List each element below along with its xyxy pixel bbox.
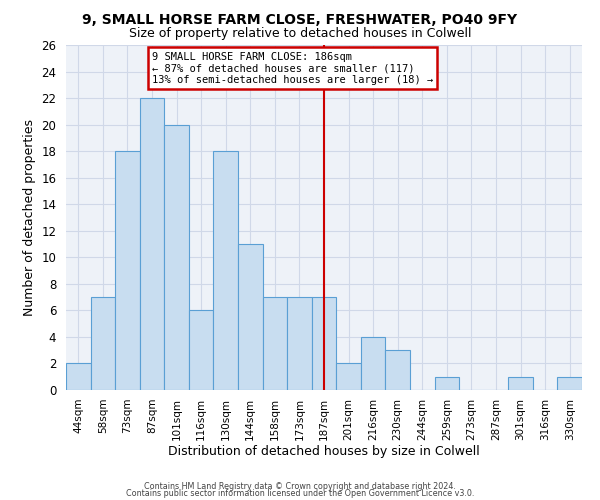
Text: Size of property relative to detached houses in Colwell: Size of property relative to detached ho… bbox=[129, 28, 471, 40]
Bar bbox=[336, 364, 361, 390]
Bar bbox=[434, 376, 459, 390]
Text: 9 SMALL HORSE FARM CLOSE: 186sqm
← 87% of detached houses are smaller (117)
13% : 9 SMALL HORSE FARM CLOSE: 186sqm ← 87% o… bbox=[152, 52, 433, 85]
Bar bbox=[361, 337, 385, 390]
Text: Contains public sector information licensed under the Open Government Licence v3: Contains public sector information licen… bbox=[126, 490, 474, 498]
Bar bbox=[189, 310, 214, 390]
Bar bbox=[263, 297, 287, 390]
Bar bbox=[164, 124, 189, 390]
Bar bbox=[312, 297, 336, 390]
Text: 9, SMALL HORSE FARM CLOSE, FRESHWATER, PO40 9FY: 9, SMALL HORSE FARM CLOSE, FRESHWATER, P… bbox=[82, 12, 518, 26]
Bar bbox=[238, 244, 263, 390]
Text: Contains HM Land Registry data © Crown copyright and database right 2024.: Contains HM Land Registry data © Crown c… bbox=[144, 482, 456, 491]
Bar bbox=[115, 151, 140, 390]
Bar bbox=[385, 350, 410, 390]
Bar bbox=[508, 376, 533, 390]
Bar bbox=[557, 376, 582, 390]
Y-axis label: Number of detached properties: Number of detached properties bbox=[23, 119, 36, 316]
Bar bbox=[214, 151, 238, 390]
Bar bbox=[287, 297, 312, 390]
Bar bbox=[66, 364, 91, 390]
Bar bbox=[140, 98, 164, 390]
Bar bbox=[91, 297, 115, 390]
X-axis label: Distribution of detached houses by size in Colwell: Distribution of detached houses by size … bbox=[168, 446, 480, 458]
